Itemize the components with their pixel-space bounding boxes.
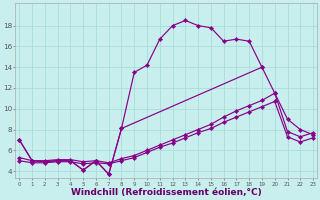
X-axis label: Windchill (Refroidissement éolien,°C): Windchill (Refroidissement éolien,°C) — [71, 188, 261, 197]
